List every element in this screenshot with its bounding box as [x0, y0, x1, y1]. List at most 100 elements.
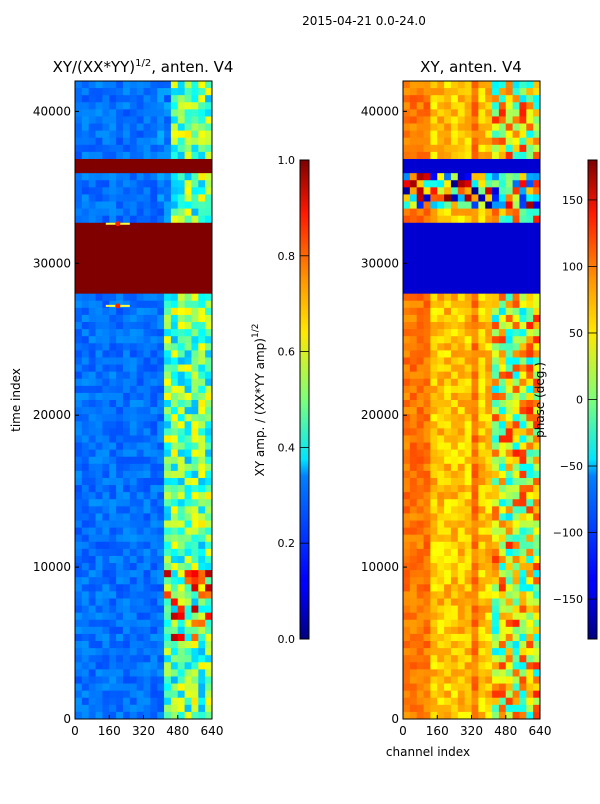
heatmap-cell [478, 258, 486, 266]
heatmap-cell [430, 711, 438, 720]
heatmap-cell [177, 641, 185, 649]
heatmap-cell [471, 704, 479, 713]
heatmap-cell [136, 81, 144, 89]
heatmap-cell [102, 442, 110, 451]
heatmap-cell [191, 598, 199, 606]
heatmap-cell [519, 697, 527, 706]
heatmap-cell [136, 265, 144, 273]
heatmap-cell [416, 570, 424, 578]
heatmap-cell [485, 605, 493, 614]
heatmap-cell [526, 612, 534, 621]
heatmap-cell [533, 435, 541, 443]
heatmap-cell [157, 385, 165, 394]
heatmap-cell [205, 336, 213, 344]
heatmap-cell [533, 251, 541, 259]
heatmap-cell [198, 492, 206, 500]
heatmap-cell [464, 258, 472, 266]
heatmap-cell [198, 329, 206, 337]
heatmap-cell [423, 485, 431, 493]
heatmap-cell [205, 329, 213, 337]
heatmap-cell [88, 449, 96, 458]
heatmap-cell [464, 563, 472, 571]
heatmap-cell [457, 187, 466, 195]
heatmap-cell [157, 194, 165, 202]
heatmap-cell [478, 534, 486, 543]
heatmap-cell [519, 527, 527, 536]
heatmap-cell [164, 534, 172, 543]
heatmap-cell [533, 428, 541, 436]
heatmap-cell [157, 272, 165, 280]
heatmap-cell [526, 194, 534, 202]
heatmap-cell [177, 350, 185, 358]
heatmap-cell [198, 229, 206, 238]
heatmap-cell [450, 251, 459, 259]
heatmap-cell [464, 137, 472, 146]
heatmap-cell [457, 414, 466, 422]
heatmap-cell [143, 513, 151, 521]
heatmap-cell [450, 293, 459, 302]
heatmap-cell [177, 322, 185, 330]
heatmap-cell [170, 151, 179, 160]
heatmap-cell [170, 527, 179, 536]
heatmap-cell [464, 158, 472, 167]
heatmap-cell [437, 144, 445, 153]
heatmap-cell [498, 555, 507, 564]
heatmap-cell [116, 378, 124, 387]
heatmap-cell [109, 570, 117, 578]
heatmap-cell [177, 137, 185, 146]
heatmap-cell [191, 201, 199, 209]
heatmap-cell [423, 662, 431, 670]
heatmap-cell [423, 506, 431, 514]
heatmap-cell [164, 343, 172, 351]
heatmap-cell [150, 336, 158, 344]
heatmap-cell [102, 563, 110, 571]
heatmap-cell [164, 584, 172, 592]
heatmap-cell [471, 605, 479, 614]
heatmap-cell [512, 534, 520, 543]
heatmap-cell [157, 449, 165, 458]
heatmap-cell [450, 662, 459, 670]
heatmap-cell [492, 563, 500, 571]
heatmap-cell [129, 385, 138, 394]
heatmap-cell [184, 187, 192, 195]
heatmap-cell [164, 626, 172, 635]
heatmap-cell [205, 123, 213, 132]
heatmap-cell [170, 378, 179, 387]
heatmap-cell [157, 81, 165, 89]
heatmap-cell [416, 322, 424, 330]
heatmap-cell [403, 534, 411, 543]
heatmap-cell [164, 215, 172, 224]
heatmap-cell [102, 669, 110, 677]
heatmap-cell [170, 144, 179, 153]
heatmap-cell [409, 322, 418, 330]
heatmap-cell [533, 407, 541, 415]
heatmap-cell [129, 400, 138, 408]
heatmap-cell [464, 151, 472, 160]
heatmap-cell [423, 520, 431, 528]
heatmap-cell [444, 371, 452, 380]
heatmap-cell [164, 619, 172, 628]
heatmap-cell [533, 619, 541, 628]
heatmap-cell [464, 371, 472, 380]
heatmap-cell [444, 442, 452, 451]
heatmap-cell [184, 626, 192, 635]
heatmap-cell [457, 570, 466, 578]
heatmap-cell [136, 626, 144, 635]
panel1-title: XY/(XX*YY)1/2, anten. V4 [53, 58, 234, 76]
heatmap-cell [505, 244, 513, 252]
heatmap-cell [170, 244, 179, 252]
heatmap-cell [485, 166, 493, 174]
heatmap-cell [143, 102, 151, 110]
heatmap-cell [136, 662, 144, 670]
heatmap-cell [498, 598, 507, 606]
heatmap-cell [444, 201, 452, 209]
heatmap-cell [205, 485, 213, 493]
heatmap-cell [129, 605, 138, 614]
heatmap-cell [75, 605, 83, 614]
heatmap-cell [485, 392, 493, 401]
heatmap-cell [409, 641, 418, 649]
heatmap-cell [444, 534, 452, 543]
heatmap-cell [191, 137, 199, 146]
heatmap-cell [198, 662, 206, 670]
heatmap-cell [519, 563, 527, 571]
